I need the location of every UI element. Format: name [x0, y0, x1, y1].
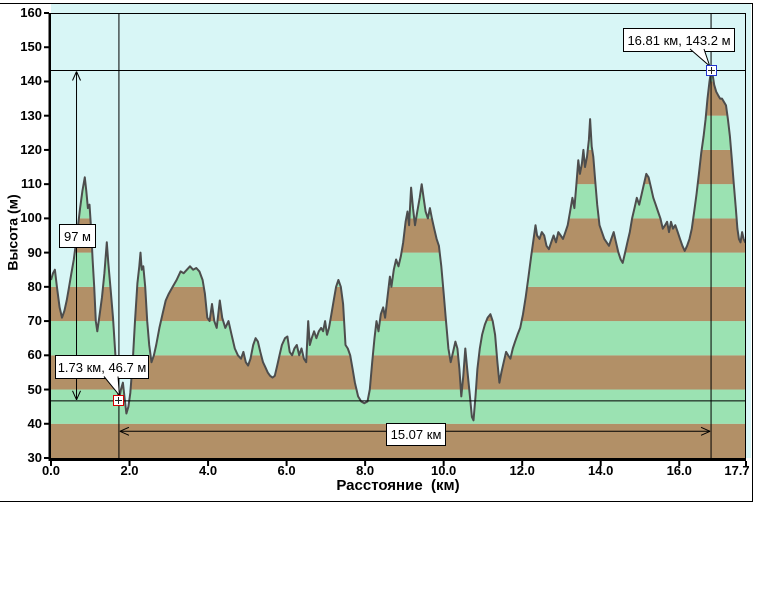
- y-tick-label: 150: [20, 39, 42, 55]
- height-span-label: 97 м: [59, 224, 96, 248]
- y-tick-label: 70: [27, 313, 42, 329]
- x-axis-title: Расстояние (км): [336, 477, 460, 494]
- x-tick-label: 0.0: [41, 463, 61, 478]
- y-tick-label: 130: [20, 107, 42, 123]
- x-tick-label: 8.0: [356, 463, 375, 478]
- y-axis-title: Высота (м): [4, 194, 21, 271]
- low-point-marker[interactable]: [113, 395, 125, 407]
- high-point-marker[interactable]: [705, 65, 717, 76]
- elevation-area-chart[interactable]: [51, 13, 746, 458]
- x-tick-label: 6.0: [277, 463, 296, 478]
- y-tick-label: 110: [21, 176, 42, 192]
- x-tick-label: 12.0: [509, 463, 535, 478]
- y-tick-label: 90: [27, 244, 42, 260]
- x-tick-label: 10.0: [430, 463, 457, 478]
- distance-span-label: 15.07 км: [386, 423, 446, 446]
- x-tick-label: 17.7: [724, 463, 750, 478]
- low-point-callout: 1.73 км, 46.7 м: [55, 355, 149, 379]
- x-tick-label: 2.0: [120, 463, 139, 478]
- y-tick-label: 160: [20, 5, 42, 20]
- y-tick-label: 140: [20, 73, 42, 89]
- high-point-callout: 16.81 км, 143.2 м: [623, 28, 735, 52]
- y-tick-label: 120: [20, 141, 42, 157]
- x-tick-label: 4.0: [199, 463, 218, 478]
- y-tick-label: 50: [27, 381, 42, 397]
- y-tick-label: 60: [27, 347, 42, 363]
- x-tick-label: 14.0: [588, 463, 614, 478]
- x-tick-label: 16.0: [666, 463, 692, 478]
- y-tick-label: 100: [20, 210, 42, 226]
- y-tick-label: 80: [27, 278, 42, 294]
- y-tick-label: 30: [27, 450, 42, 465]
- y-tick-label: 40: [27, 415, 42, 431]
